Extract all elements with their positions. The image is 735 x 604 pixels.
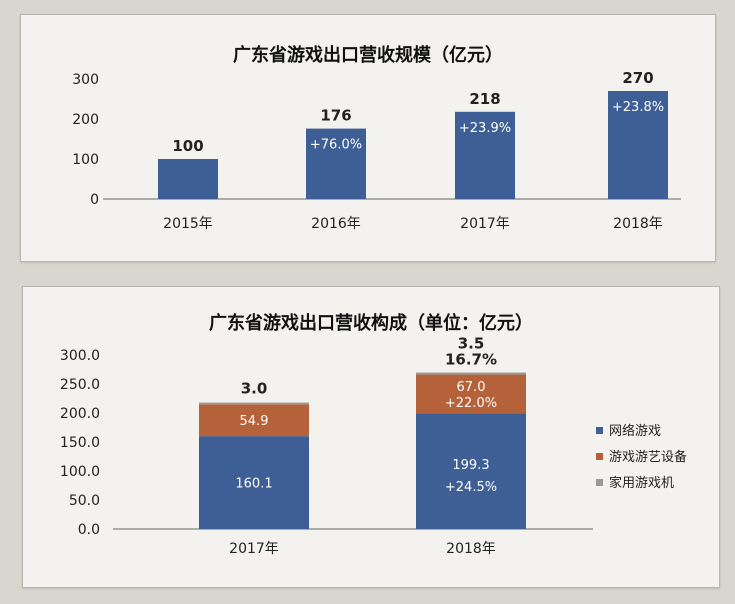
x-category-label: 2017年 — [460, 216, 510, 232]
export-composition-chart: 广东省游戏出口营收构成（单位：亿元） 0.0 50.0 100.0 150.0 200.… — [60, 312, 687, 557]
y-tick-label: 150.0 — [60, 435, 100, 451]
y-tick-label: 0 — [90, 192, 99, 208]
segment-value-label: 3.0 — [241, 380, 268, 398]
growth-label: +76.0% — [310, 138, 362, 153]
y-tick-label: 200 — [72, 112, 99, 128]
bar — [455, 111, 515, 199]
legend-swatch — [596, 479, 603, 486]
segment-value-label: 3.5 — [458, 335, 485, 353]
legend-label: 网络游戏 — [609, 423, 661, 439]
legend-swatch — [596, 427, 603, 434]
growth-label: +24.5% — [445, 480, 497, 495]
growth-label: +23.9% — [459, 121, 511, 136]
bar-value-label: 100 — [172, 137, 203, 155]
segment-value-label: 160.1 — [235, 477, 272, 492]
y-tick-label: 100.0 — [60, 464, 100, 480]
chart-panel-export-scale: 广东省游戏出口营收规模（亿元） 0 100 200 300 100 2015年 176 +7… — [20, 14, 716, 262]
legend-label: 游戏游艺设备 — [609, 449, 687, 465]
segment-value-label: 67.0 — [457, 380, 486, 395]
y-tick-label: 200.0 — [60, 406, 100, 422]
chart-title: 广东省游戏出口营收规模（亿元） — [233, 44, 503, 66]
y-tick-label: 50.0 — [69, 493, 100, 509]
chart-title: 广东省游戏出口营收构成（单位：亿元） — [209, 312, 533, 334]
legend-label: 家用游戏机 — [609, 475, 674, 491]
growth-label: +23.8% — [612, 100, 664, 115]
bar — [608, 91, 668, 199]
x-category-label: 2018年 — [613, 216, 663, 232]
bar-value-label: 218 — [469, 90, 500, 108]
export-scale-chart: 广东省游戏出口营收规模（亿元） 0 100 200 300 100 2015年 176 +7… — [72, 44, 681, 232]
y-tick-label: 0.0 — [78, 522, 100, 538]
bar — [306, 128, 366, 199]
x-category-label: 2018年 — [446, 541, 496, 557]
bar — [158, 159, 218, 199]
bar-segment — [416, 413, 526, 529]
bar-segment — [416, 374, 526, 414]
bar-segment — [416, 372, 526, 375]
y-tick-label: 250.0 — [60, 377, 100, 393]
x-category-label: 2015年 — [163, 216, 213, 232]
x-category-label: 2016年 — [311, 216, 361, 232]
bar-segment — [199, 436, 309, 529]
growth-label: +22.0% — [445, 396, 497, 411]
segment-value-label: 199.3 — [452, 458, 489, 473]
bar-value-label: 176 — [320, 107, 351, 125]
y-tick-label: 300 — [72, 72, 99, 88]
growth-label: 16.7% — [445, 351, 497, 369]
bar-value-label: 270 — [622, 69, 653, 87]
y-tick-label: 300.0 — [60, 348, 100, 364]
x-category-label: 2017年 — [229, 541, 279, 557]
bar-segment — [199, 402, 309, 405]
bar-segment — [199, 404, 309, 437]
y-tick-label: 100 — [72, 152, 99, 168]
legend-swatch — [596, 453, 603, 460]
segment-value-label: 54.9 — [240, 414, 269, 429]
chart-panel-export-composition: 广东省游戏出口营收构成（单位：亿元） 0.0 50.0 100.0 150.0 200.… — [22, 286, 720, 588]
